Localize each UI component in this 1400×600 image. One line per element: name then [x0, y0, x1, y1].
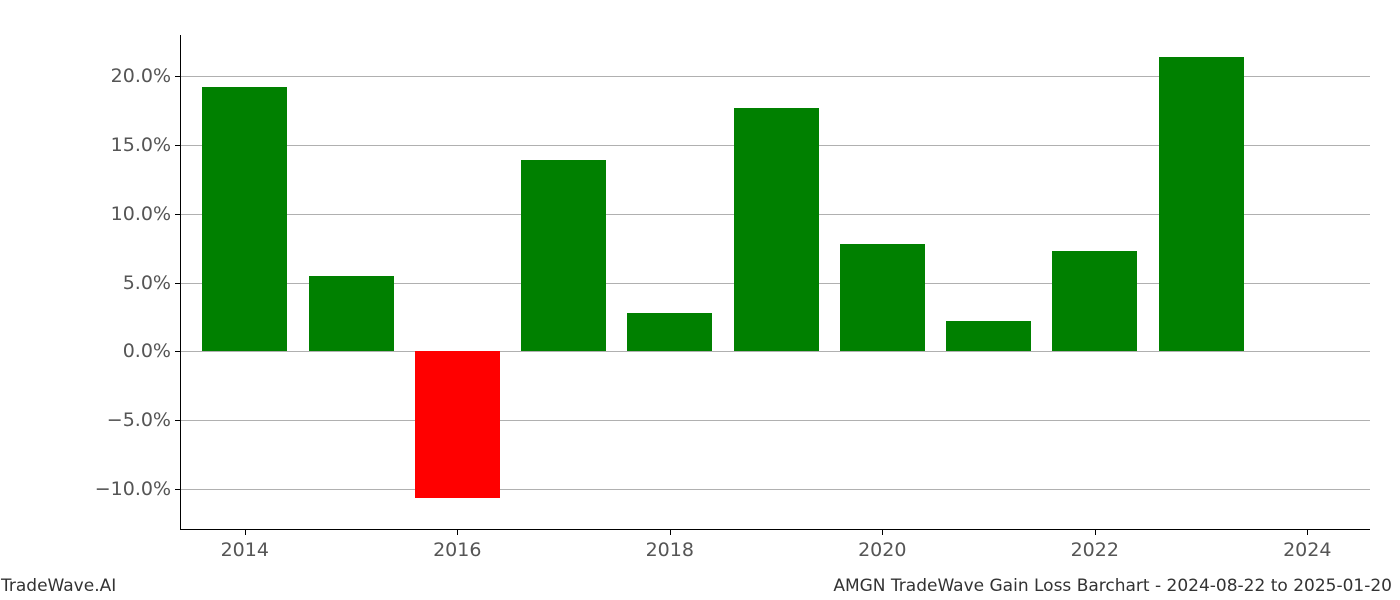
plot-area: −10.0%−5.0%0.0%5.0%10.0%15.0%20.0%201420… [180, 35, 1370, 530]
ytick-label: 15.0% [111, 134, 181, 156]
xtick-label: 2024 [1283, 529, 1331, 561]
bar [309, 276, 394, 352]
bar [946, 321, 1031, 351]
bar [521, 160, 606, 351]
ytick-label: −5.0% [107, 409, 181, 431]
gridline [181, 489, 1370, 490]
gridline [181, 351, 1370, 352]
ytick-label: 10.0% [111, 203, 181, 225]
ytick-label: 5.0% [123, 272, 181, 294]
bar [1052, 251, 1137, 351]
bar [627, 313, 712, 352]
bar [1159, 57, 1244, 351]
xtick-label: 2018 [646, 529, 694, 561]
gridline [181, 420, 1370, 421]
bar [415, 351, 500, 498]
bar [840, 244, 925, 351]
xtick-label: 2022 [1071, 529, 1119, 561]
xtick-label: 2020 [858, 529, 906, 561]
ytick-label: −10.0% [95, 478, 181, 500]
watermark-left: TradeWave.AI [1, 576, 116, 596]
bar [202, 87, 287, 351]
figure: −10.0% −5.0% 0.0% 5.0% 10.0% 15.0% 20.0% 2014 20… [0, 0, 1400, 600]
bar [734, 108, 819, 351]
caption-right: AMGN TradeWave Gain Loss Barchart - 2024… [833, 576, 1392, 596]
xtick-label: 2014 [221, 529, 269, 561]
ytick-label: 20.0% [111, 65, 181, 87]
ytick-label: 0.0% [123, 340, 181, 362]
xtick-label: 2016 [433, 529, 481, 561]
